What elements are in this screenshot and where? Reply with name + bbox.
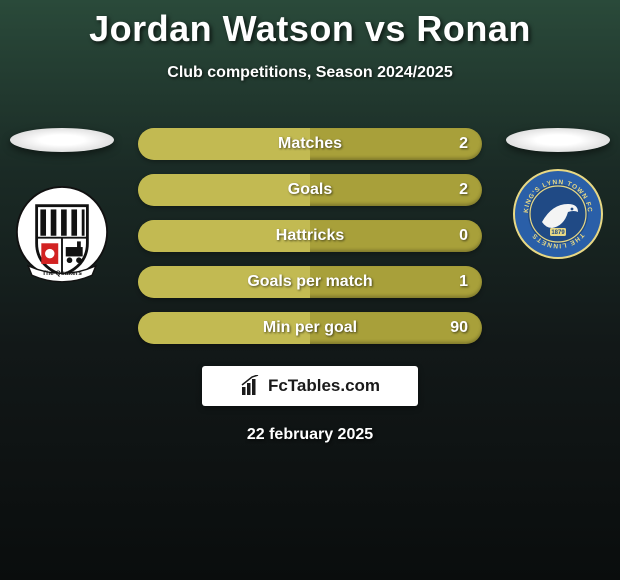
chart-icon bbox=[240, 375, 262, 397]
stat-bars: Matches 2 Goals 2 Hattricks 0 Goals per match 1… bbox=[138, 128, 482, 344]
stat-bar-value: 1 bbox=[459, 273, 468, 291]
svg-text:The Quakers: The Quakers bbox=[42, 270, 82, 277]
stat-bar: Min per goal 90 bbox=[138, 312, 482, 344]
stat-bar-label: Min per goal bbox=[263, 319, 357, 337]
stat-bar: Hattricks 0 bbox=[138, 220, 482, 252]
stat-bar: Goals 2 bbox=[138, 174, 482, 206]
stat-bar-value: 2 bbox=[459, 135, 468, 153]
watermark-badge: FcTables.com bbox=[202, 366, 418, 406]
stat-bar-label: Matches bbox=[278, 135, 342, 153]
right-column: KING'S LYNN TOWN FC THE LINNETS 1879 bbox=[506, 128, 610, 266]
left-column: The Quakers bbox=[10, 128, 114, 284]
stat-bar-fill bbox=[138, 174, 310, 206]
stat-bar: Matches 2 bbox=[138, 128, 482, 160]
stat-bar-label: Goals per match bbox=[247, 273, 372, 291]
club-crest-right: KING'S LYNN TOWN FC THE LINNETS 1879 bbox=[511, 162, 605, 266]
stat-bar-label: Goals bbox=[288, 181, 332, 199]
main-row: The Quakers Matches 2 Goals 2 Hattricks 0 Goal… bbox=[0, 128, 620, 344]
stat-bar-value: 0 bbox=[459, 227, 468, 245]
club-crest-left: The Quakers bbox=[15, 180, 109, 284]
stat-bar-label: Hattricks bbox=[276, 227, 344, 245]
player-portrait-right bbox=[506, 128, 610, 152]
stat-bar-value: 2 bbox=[459, 181, 468, 199]
stat-bar: Goals per match 1 bbox=[138, 266, 482, 298]
player-portrait-left bbox=[10, 128, 114, 152]
page-title: Jordan Watson vs Ronan bbox=[0, 8, 620, 50]
subtitle: Club competitions, Season 2024/2025 bbox=[0, 64, 620, 82]
date-label: 22 february 2025 bbox=[0, 426, 620, 444]
watermark-text: FcTables.com bbox=[268, 376, 380, 396]
stat-bar-value: 90 bbox=[450, 319, 468, 337]
svg-text:1879: 1879 bbox=[551, 230, 565, 236]
infographic-root: Jordan Watson vs Ronan Club competitions… bbox=[0, 0, 620, 444]
